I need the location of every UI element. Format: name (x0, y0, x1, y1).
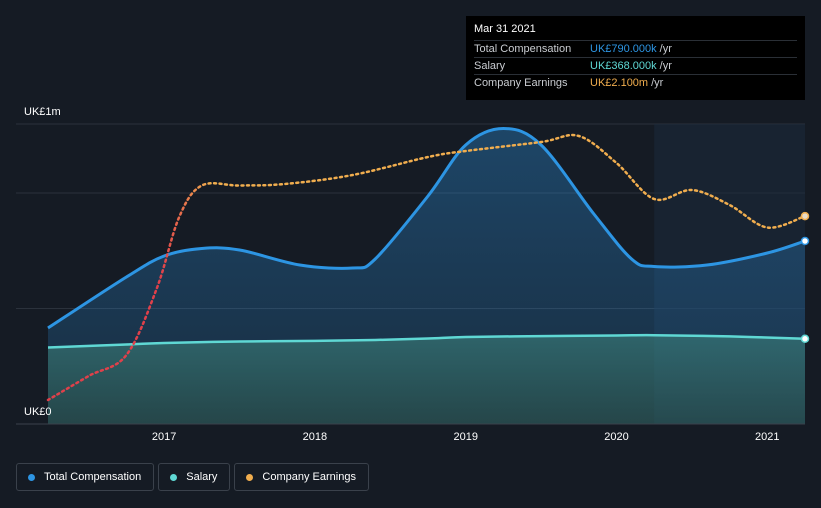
legend-label: Total Compensation (44, 471, 142, 483)
legend-label: Salary (186, 471, 218, 483)
tooltip-unit: /yr (659, 60, 672, 72)
tooltip-row-salary: Salary UK£368.000k /yr (474, 57, 797, 74)
tooltip: Mar 31 2021 Total Compensation UK£790.00… (466, 16, 805, 100)
legend-label: Company Earnings (262, 471, 356, 483)
tooltip-label: Salary (474, 60, 506, 72)
legend-dot-icon (170, 473, 178, 481)
x-tick-label: 2018 (302, 431, 328, 443)
tooltip-unit: /yr (651, 77, 664, 89)
salary-end-marker (800, 334, 810, 344)
x-tick-label: 2017 (151, 431, 177, 443)
legend-item-company-earnings[interactable]: Company Earnings (234, 463, 369, 491)
legend-item-salary[interactable]: Salary (158, 463, 231, 491)
y-axis-bottom-label: UK£0 (24, 406, 52, 418)
tooltip-label: Total Compensation (474, 43, 572, 55)
series-areas (48, 128, 805, 424)
tooltip-row-total-compensation: Total Compensation UK£790.000k /yr (474, 40, 797, 57)
tooltip-date: Mar 31 2021 (474, 23, 536, 35)
tooltip-value: UK£790.000k (590, 43, 657, 55)
legend-item-total-compensation[interactable]: Total Compensation (16, 463, 155, 491)
company-earnings-line (46, 133, 807, 402)
tooltip-value: UK£368.000k (590, 60, 657, 72)
company-earnings-end-marker (800, 211, 810, 221)
salary-line (47, 333, 806, 349)
legend: Total Compensation Salary Company Earnin… (16, 463, 369, 491)
tooltip-label: Company Earnings (474, 77, 568, 89)
legend-dot-icon (28, 473, 35, 481)
series-lines (46, 126, 807, 402)
tooltip-unit: /yr (659, 43, 672, 55)
total-compensation-end-marker (800, 236, 810, 246)
series-end-markers (800, 211, 810, 344)
tooltip-value: UK£2.100m (590, 77, 649, 89)
x-tick-label: 2021 (755, 431, 780, 443)
total-compensation-line (47, 126, 806, 330)
legend-dot-icon (246, 473, 254, 481)
tooltip-row-company-earnings: Company Earnings UK£2.100m /yr (474, 74, 797, 91)
salary-area (48, 335, 805, 424)
x-tick-label: 2019 (453, 431, 478, 443)
x-tick-label: 2020 (604, 431, 629, 443)
y-axis-top-label: UK£1m (24, 106, 61, 118)
